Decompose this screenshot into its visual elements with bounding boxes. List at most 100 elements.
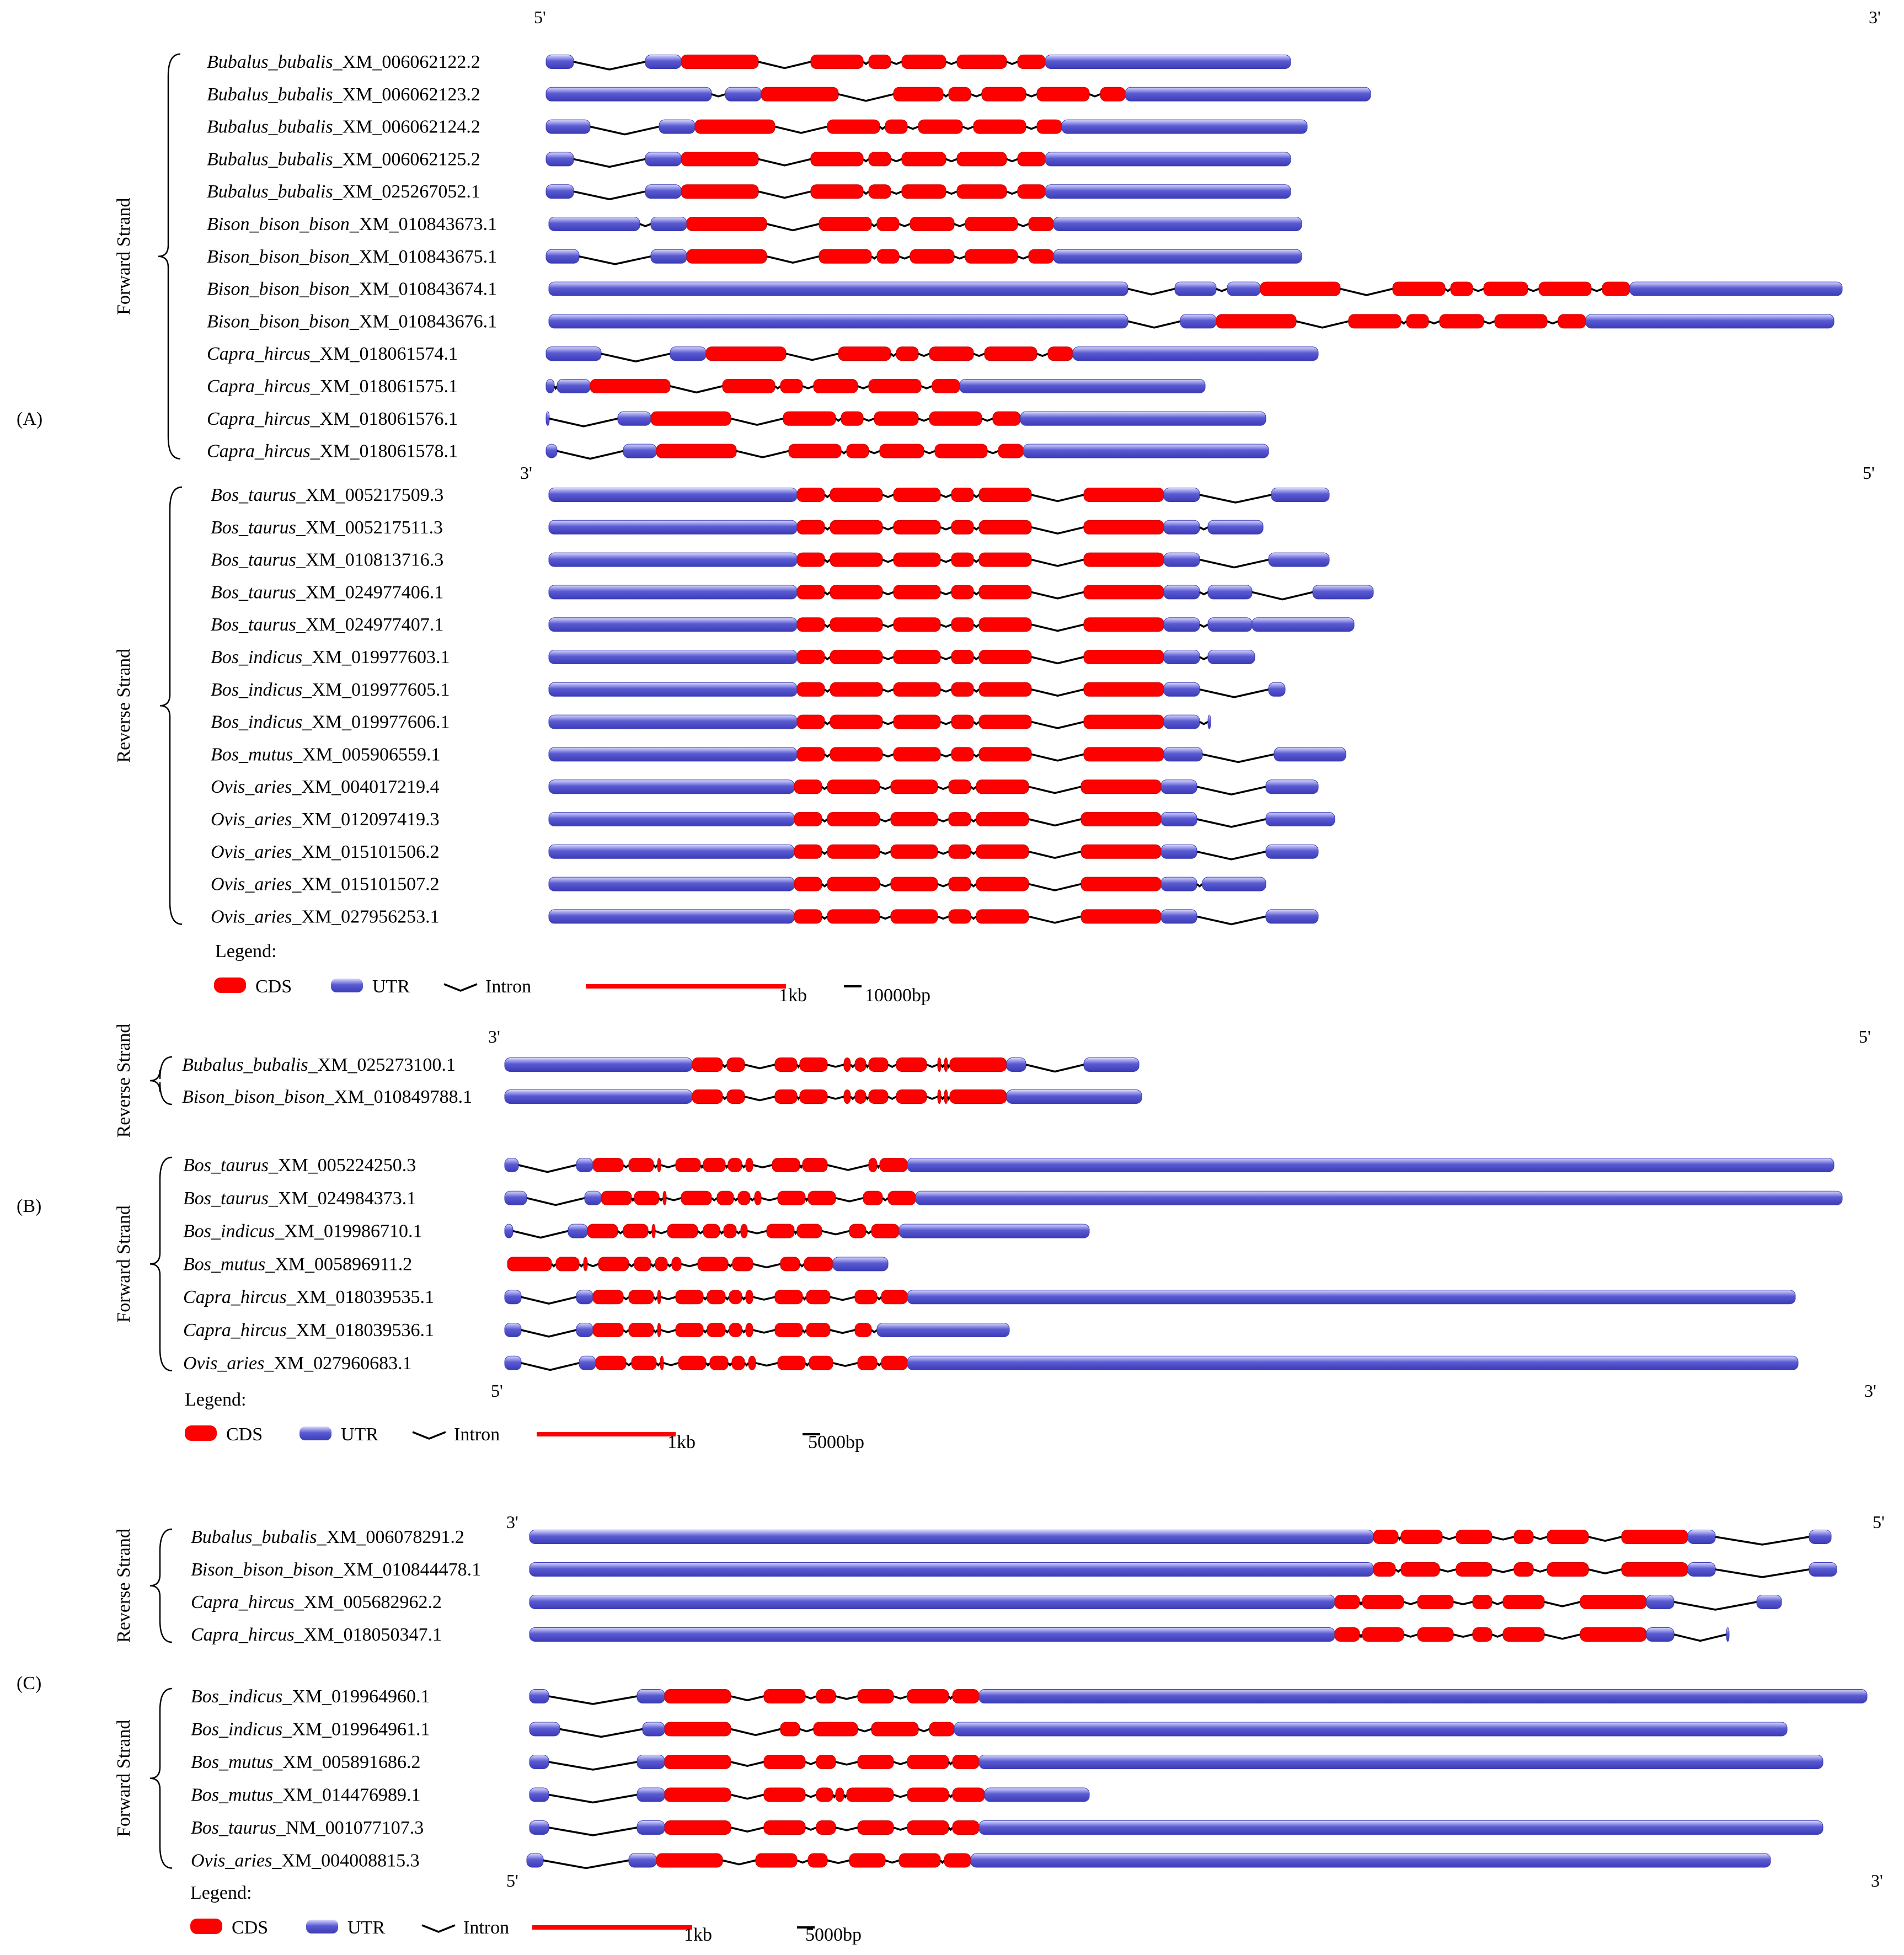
- intron: [799, 1263, 805, 1268]
- utr-exon: [1174, 281, 1217, 296]
- intron: [823, 754, 831, 758]
- intron: [857, 1728, 872, 1733]
- cds-exon: [948, 844, 971, 859]
- accession-id: _XM_015101507.2: [291, 874, 439, 895]
- cds-exon: [655, 1257, 668, 1272]
- utr-exon: [1202, 877, 1266, 891]
- transcript-label: Bos_taurus_XM_005217511.3: [211, 517, 443, 538]
- utr-exon: [1163, 650, 1200, 664]
- intron: [543, 1859, 629, 1869]
- intron: [579, 255, 651, 265]
- intron: [849, 1064, 856, 1069]
- cds-exon: [628, 1323, 654, 1337]
- gene-row: Ovis_aries_XM_004017219.4: [211, 777, 1319, 797]
- intron: [1031, 656, 1084, 665]
- cds-exon: [587, 1224, 618, 1238]
- cds-exon: [978, 650, 1032, 664]
- cds-exon: [907, 1755, 949, 1769]
- intron: [865, 1096, 870, 1101]
- cds-exon: [595, 1355, 627, 1370]
- cds-exon: [657, 1290, 661, 1305]
- cds-exon: [1334, 1595, 1360, 1609]
- utr-exon: [1629, 281, 1843, 296]
- scale-bp-label: 5000bp: [805, 1925, 862, 1945]
- cds-exon: [703, 1158, 726, 1172]
- legend-title: Legend:: [190, 1883, 252, 1903]
- intron: [954, 255, 966, 260]
- intron: [940, 753, 952, 758]
- utr-exon: [545, 55, 574, 69]
- intron: [879, 126, 886, 130]
- accession-id: _XM_010843674.1: [349, 279, 497, 300]
- cds-exon: [948, 779, 971, 794]
- cds-exon: [1373, 1530, 1399, 1544]
- accession-id: _XM_006062125.2: [333, 149, 480, 169]
- utr-exon: [548, 552, 798, 567]
- accession-id: _XM_025273100.1: [308, 1055, 456, 1075]
- cds-exon: [601, 1190, 632, 1205]
- legend-utr-swatch: [331, 979, 363, 992]
- intron: [823, 526, 831, 531]
- intron: [1017, 223, 1029, 227]
- transcript-label: Bubalus_bubalis_XM_006062123.2: [207, 84, 480, 105]
- intron: [942, 93, 950, 98]
- intron: [832, 1794, 837, 1799]
- intron: [727, 1263, 734, 1268]
- cds-exon: [949, 1057, 1007, 1072]
- intron: [744, 1096, 775, 1102]
- intron: [799, 1165, 804, 1169]
- accession-id: _XM_024977407.1: [296, 615, 443, 635]
- cds-exon: [874, 411, 919, 426]
- cds-exon: [893, 747, 941, 762]
- species-name: Ovis_aries: [211, 809, 292, 830]
- utr-exon: [637, 1820, 665, 1835]
- cds-exon: [813, 379, 858, 393]
- cds-exon: [737, 1190, 751, 1205]
- intron: [835, 418, 842, 423]
- cds-exon: [1439, 314, 1484, 329]
- intron: [937, 818, 949, 822]
- intron: [796, 1859, 809, 1864]
- utr-exon: [1585, 314, 1835, 329]
- utr-exon: [1268, 682, 1286, 697]
- cds-exon: [681, 184, 759, 199]
- intron: [549, 418, 618, 428]
- cds-exon: [910, 217, 955, 231]
- accession-id: _XM_004008815.3: [271, 1851, 419, 1871]
- intron: [893, 1793, 908, 1798]
- legend-cds-label: CDS: [255, 976, 292, 997]
- cds-exon: [890, 877, 938, 891]
- cds-exon: [857, 1755, 894, 1769]
- cds-exon: [507, 1257, 552, 1272]
- cds-exon: [697, 1257, 729, 1272]
- cds-exon: [898, 1853, 941, 1868]
- cds-exon: [1348, 314, 1402, 329]
- legend-intron-label: Intron: [454, 1424, 500, 1445]
- cds-exon: [876, 217, 900, 231]
- cds-exon: [1017, 184, 1046, 199]
- cds-exon: [843, 1057, 851, 1072]
- intron: [1199, 591, 1208, 596]
- utr-exon: [1006, 1089, 1142, 1104]
- cds-exon: [1334, 1627, 1360, 1642]
- intron: [752, 1329, 775, 1334]
- cds-exon: [1083, 617, 1164, 632]
- accession-id: _XM_010843676.1: [349, 311, 497, 332]
- intron: [1453, 1633, 1473, 1638]
- accession-id: _XM_024984373.1: [268, 1188, 416, 1209]
- cds-exon: [948, 909, 971, 924]
- transcript-label: Capra_hircus_XM_018039535.1: [183, 1287, 434, 1307]
- cds-exon: [1083, 488, 1164, 502]
- intron: [1397, 1536, 1402, 1541]
- utr-exon: [529, 1595, 1335, 1609]
- accession-id: _XM_015101506.2: [291, 842, 439, 862]
- intron: [1031, 720, 1084, 729]
- intron: [1028, 786, 1082, 794]
- intron: [573, 190, 646, 200]
- cds-exon: [1502, 1595, 1545, 1609]
- species-name: Bos_taurus: [183, 1188, 269, 1209]
- cds-exon: [774, 1057, 798, 1072]
- intron: [1127, 287, 1175, 296]
- transcript-label: Ovis_aries_XM_004017219.4: [211, 777, 440, 797]
- intron: [879, 915, 891, 920]
